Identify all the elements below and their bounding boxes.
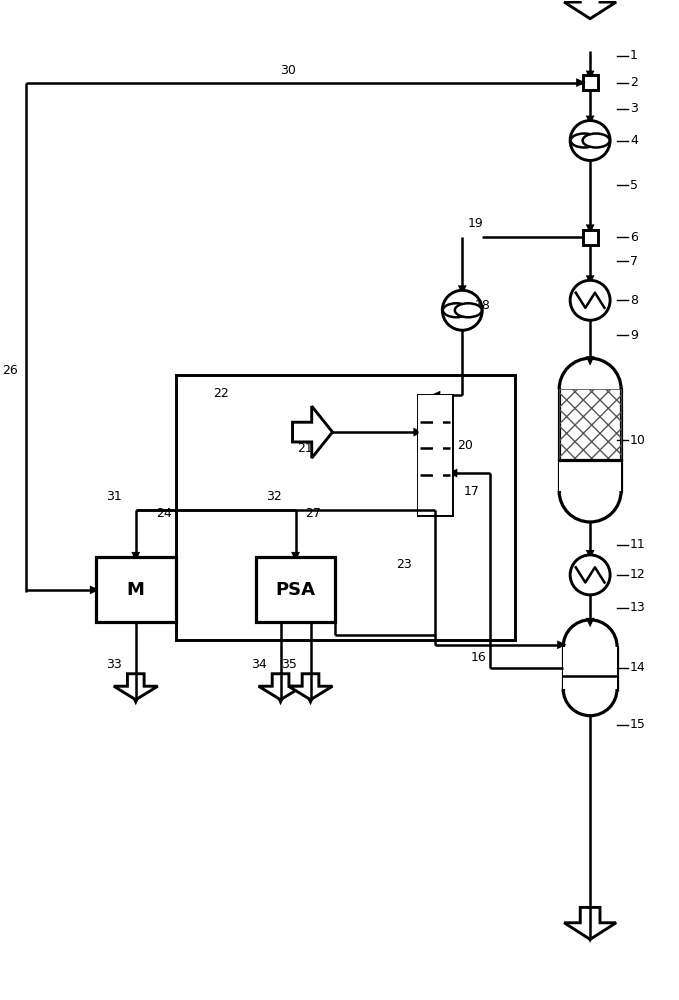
Polygon shape	[564, 907, 616, 939]
Text: 2: 2	[630, 76, 638, 89]
Text: 16: 16	[471, 651, 486, 664]
Ellipse shape	[443, 303, 470, 317]
Ellipse shape	[455, 303, 482, 317]
Text: 33: 33	[106, 658, 122, 671]
Polygon shape	[576, 78, 586, 87]
Text: 22: 22	[213, 387, 229, 400]
Text: 24: 24	[155, 507, 172, 520]
Text: 13: 13	[630, 601, 646, 614]
Text: 20: 20	[458, 439, 473, 452]
Bar	[583, 230, 598, 245]
Bar	[96, 557, 176, 622]
Ellipse shape	[570, 134, 598, 148]
Text: 23: 23	[396, 558, 411, 571]
Polygon shape	[586, 116, 595, 125]
Text: 17: 17	[463, 485, 479, 498]
Text: 15: 15	[630, 718, 646, 731]
Circle shape	[570, 280, 610, 320]
Text: 35: 35	[280, 658, 297, 671]
Bar	[559, 389, 621, 460]
Text: 6: 6	[630, 231, 638, 244]
Polygon shape	[276, 696, 285, 705]
Ellipse shape	[583, 134, 610, 148]
Polygon shape	[586, 275, 595, 285]
Polygon shape	[557, 640, 567, 649]
Bar	[418, 395, 452, 515]
Bar	[583, 75, 598, 90]
Circle shape	[570, 555, 610, 595]
Polygon shape	[289, 674, 333, 700]
Text: 18: 18	[475, 299, 490, 312]
Polygon shape	[447, 469, 458, 477]
Polygon shape	[90, 585, 99, 594]
Text: 19: 19	[467, 217, 483, 230]
Bar	[176, 375, 515, 640]
Text: 26: 26	[2, 364, 18, 377]
Polygon shape	[586, 618, 595, 627]
Text: PSA: PSA	[276, 581, 316, 599]
Text: 10: 10	[630, 434, 646, 447]
Text: 12: 12	[630, 568, 646, 581]
Text: 21: 21	[297, 442, 312, 455]
Bar	[559, 460, 621, 491]
Polygon shape	[114, 674, 158, 700]
Text: 1: 1	[630, 49, 638, 62]
Text: M: M	[127, 581, 145, 599]
Polygon shape	[586, 933, 595, 943]
Polygon shape	[458, 285, 466, 295]
Polygon shape	[306, 696, 315, 705]
Polygon shape	[586, 224, 595, 234]
Circle shape	[442, 290, 482, 330]
Polygon shape	[259, 674, 303, 700]
Bar	[255, 557, 335, 622]
Text: 7: 7	[630, 255, 638, 268]
Text: 5: 5	[630, 179, 638, 192]
Text: 3: 3	[630, 102, 638, 115]
Text: 8: 8	[630, 294, 638, 307]
Text: 31: 31	[106, 490, 122, 503]
Text: 11: 11	[630, 538, 646, 551]
Text: 30: 30	[280, 64, 296, 77]
Circle shape	[570, 121, 610, 160]
Polygon shape	[586, 550, 595, 560]
Polygon shape	[586, 356, 595, 366]
Text: 9: 9	[630, 329, 638, 342]
Polygon shape	[414, 428, 423, 436]
Bar	[563, 647, 617, 689]
Polygon shape	[564, 0, 616, 19]
Polygon shape	[586, 71, 595, 80]
Text: 14: 14	[630, 661, 646, 674]
Text: 32: 32	[265, 490, 282, 503]
Polygon shape	[430, 391, 441, 400]
Polygon shape	[131, 696, 140, 705]
Polygon shape	[131, 552, 140, 562]
Text: 34: 34	[251, 658, 267, 671]
Polygon shape	[293, 406, 333, 458]
Polygon shape	[291, 552, 300, 562]
Text: 27: 27	[306, 507, 321, 520]
Text: 4: 4	[630, 134, 638, 147]
